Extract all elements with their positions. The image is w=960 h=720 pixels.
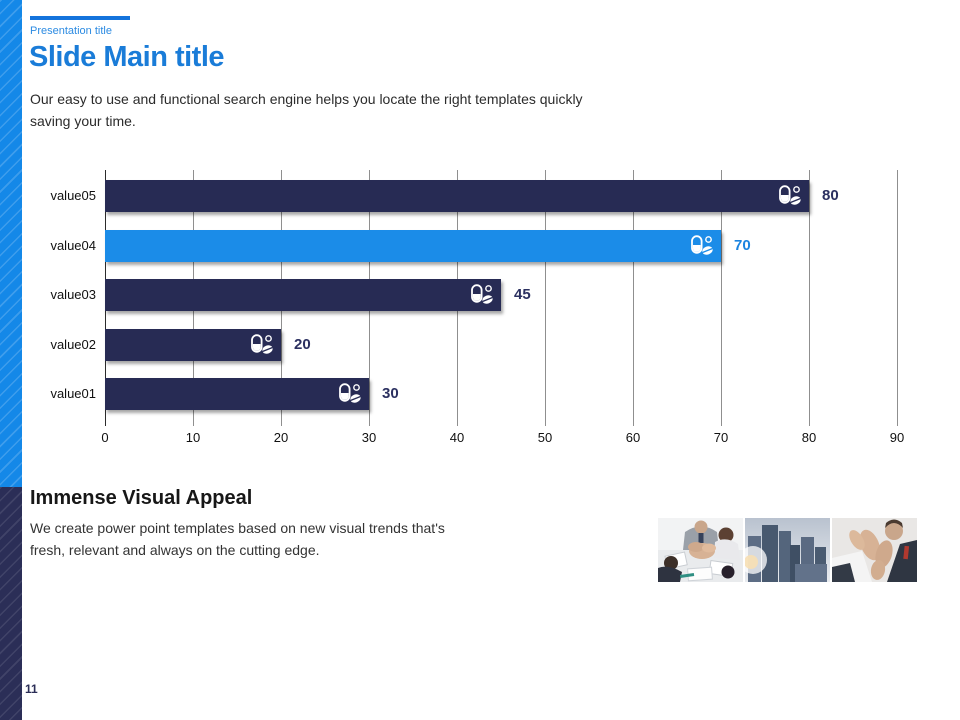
gridline — [809, 170, 810, 426]
presentation-title: Presentation title — [30, 25, 112, 37]
bar-value05 — [105, 180, 809, 212]
category-label-value02: value02 — [50, 336, 96, 352]
side-strip-top — [0, 0, 22, 487]
x-tick-label: 70 — [713, 430, 729, 445]
gridline — [897, 170, 898, 426]
pills-icon — [251, 334, 273, 354]
pills-icon — [691, 234, 713, 255]
bar-value03 — [105, 279, 501, 312]
accent-line — [30, 16, 130, 20]
section-heading: Immense Visual Appeal — [30, 487, 253, 509]
x-tick-label: 20 — [273, 430, 289, 445]
bar-value01 — [105, 378, 369, 411]
category-label-value05: value05 — [50, 188, 96, 203]
applause-photo — [832, 518, 917, 582]
x-tick-label: 0 — [101, 430, 109, 445]
category-label-value03: value03 — [50, 287, 96, 303]
value-label-value05: 80 — [822, 187, 839, 204]
x-tick-label: 50 — [537, 430, 553, 445]
slide-main-title: Slide Main title — [29, 41, 225, 73]
x-tick-label: 90 — [889, 430, 905, 445]
x-tick-label: 80 — [801, 430, 817, 445]
section-body-line-2: fresh, relevant and always on the cuttin… — [30, 542, 320, 558]
team-hands-photo — [658, 518, 743, 582]
x-tick-label: 30 — [361, 430, 377, 445]
pills-icon — [779, 185, 801, 205]
value-label-value04: 70 — [734, 236, 751, 254]
page-number: 11 — [25, 682, 38, 696]
category-label-value01: value01 — [50, 386, 96, 402]
category-label-value04: value04 — [50, 237, 96, 253]
gridline — [545, 170, 546, 426]
intro-text: Our easy to use and functional search en… — [30, 88, 583, 132]
x-tick-label: 40 — [449, 430, 465, 445]
value-label-value01: 30 — [382, 385, 399, 403]
value-label-value03: 45 — [514, 286, 531, 304]
value-label-value02: 20 — [294, 335, 311, 353]
city-skyline-photo — [745, 518, 830, 582]
bar-value04 — [105, 229, 721, 262]
bar-chart: 0 10 20 30 40 50 60 70 80 90 value05 80 value04 70 val… — [30, 168, 940, 458]
section-body-line-1: We create power point templates based on… — [30, 520, 445, 536]
x-tick-label: 10 — [185, 430, 201, 445]
photo-strip — [658, 518, 917, 582]
gridline — [633, 170, 634, 426]
pills-icon — [471, 284, 493, 304]
gridline — [721, 170, 722, 426]
intro-line-1: Our easy to use and functional search en… — [30, 91, 583, 107]
section-body: We create power point templates based on… — [30, 517, 445, 561]
side-strip-bottom — [0, 487, 22, 720]
x-tick-label: 60 — [625, 430, 641, 445]
pills-icon — [339, 383, 361, 404]
bar-value02 — [105, 328, 281, 361]
intro-line-2: saving your time. — [30, 113, 136, 129]
